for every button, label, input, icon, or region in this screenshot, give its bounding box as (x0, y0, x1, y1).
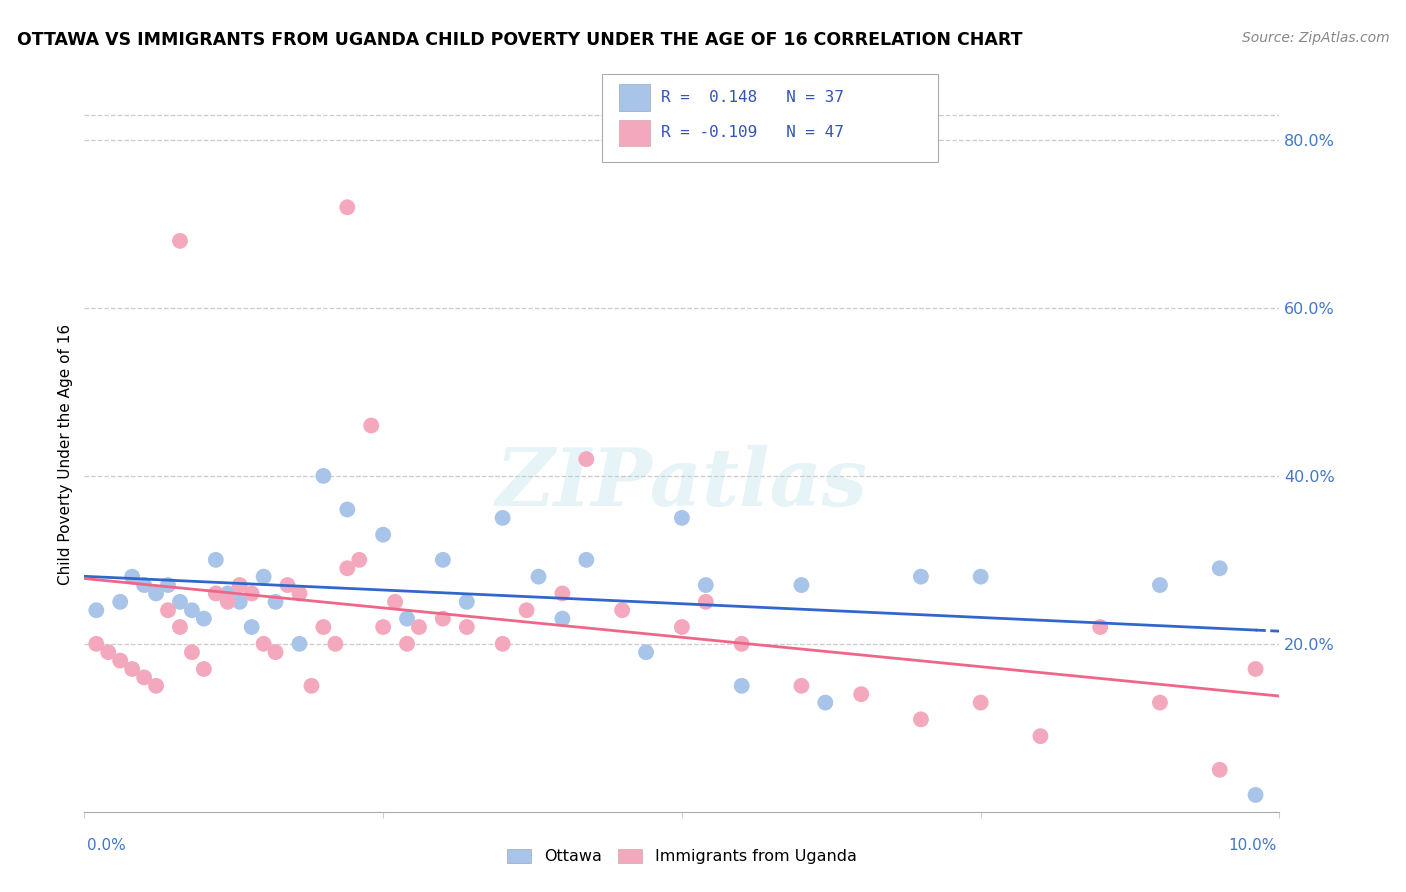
Point (193, 662, 215, 676)
Point (180, 645, 204, 659)
Point (814, 696, 837, 710)
Point (695, 578, 717, 592)
Point (551, 586, 574, 600)
Point (336, 200, 359, 214)
Point (240, 586, 263, 600)
Point (132, 670, 156, 684)
Point (336, 502, 359, 516)
Point (288, 637, 311, 651)
Y-axis label: Child Poverty Under the Age of 16: Child Poverty Under the Age of 16 (58, 325, 73, 585)
Point (610, 603, 633, 617)
Point (145, 679, 167, 693)
Point (1208, 561, 1232, 575)
Point (408, 620, 430, 634)
Point (1029, 729, 1052, 743)
Point (86, 637, 108, 651)
Point (264, 645, 287, 659)
Point (312, 469, 335, 483)
Point (384, 595, 406, 609)
Point (636, 645, 658, 659)
Point (575, 553, 598, 567)
Point (671, 620, 693, 634)
Point (157, 578, 180, 592)
Point (217, 595, 239, 609)
Point (169, 234, 191, 248)
Point (180, 603, 204, 617)
Point (264, 595, 287, 609)
Point (312, 620, 335, 634)
Point (456, 620, 478, 634)
Point (516, 603, 538, 617)
Point (1149, 696, 1171, 710)
Point (371, 527, 394, 541)
Point (551, 612, 574, 626)
Point (240, 620, 263, 634)
Point (121, 662, 143, 676)
Point (1090, 620, 1112, 634)
Point (575, 452, 598, 467)
Point (790, 679, 813, 693)
Legend: Ottawa, Immigrants from Uganda: Ottawa, Immigrants from Uganda (508, 849, 856, 864)
Point (86, 603, 108, 617)
Point (217, 586, 239, 600)
Text: Source: ZipAtlas.com: Source: ZipAtlas.com (1241, 31, 1389, 45)
Point (110, 595, 132, 609)
Text: 0.0%: 0.0% (87, 838, 127, 853)
Point (360, 418, 382, 433)
Point (910, 712, 932, 726)
Point (193, 612, 215, 626)
Point (205, 553, 228, 567)
Point (97, 645, 120, 659)
Point (157, 603, 180, 617)
Point (970, 696, 993, 710)
Point (527, 569, 550, 583)
Point (110, 654, 132, 668)
Point (228, 595, 252, 609)
Text: 10.0%: 10.0% (1229, 838, 1277, 853)
Point (396, 612, 419, 626)
Point (371, 620, 394, 634)
Point (145, 586, 167, 600)
Point (492, 637, 515, 651)
Point (253, 569, 276, 583)
Text: ZIPatlas: ZIPatlas (496, 445, 868, 522)
Point (731, 679, 754, 693)
Point (336, 561, 359, 575)
Point (301, 679, 323, 693)
Point (1149, 578, 1171, 592)
Point (205, 586, 228, 600)
Point (695, 595, 717, 609)
Point (121, 569, 143, 583)
Point (349, 553, 371, 567)
Point (849, 687, 872, 701)
Point (671, 511, 693, 525)
Point (277, 578, 299, 592)
Text: R =  0.148   N = 37: R = 0.148 N = 37 (661, 90, 844, 104)
Point (1208, 763, 1232, 777)
Point (288, 586, 311, 600)
Point (432, 553, 454, 567)
Point (910, 569, 932, 583)
Point (253, 637, 276, 651)
Point (456, 595, 478, 609)
Point (790, 578, 813, 592)
Point (169, 620, 191, 634)
Point (323, 637, 347, 651)
Point (228, 578, 252, 592)
Point (970, 569, 993, 583)
Text: R = -0.109   N = 47: R = -0.109 N = 47 (661, 126, 844, 140)
Point (132, 578, 156, 592)
Point (1244, 788, 1267, 802)
Point (1244, 662, 1267, 676)
Point (432, 612, 454, 626)
Point (396, 637, 419, 651)
Point (731, 637, 754, 651)
Point (492, 511, 515, 525)
Point (169, 595, 191, 609)
Text: OTTAWA VS IMMIGRANTS FROM UGANDA CHILD POVERTY UNDER THE AGE OF 16 CORRELATION C: OTTAWA VS IMMIGRANTS FROM UGANDA CHILD P… (17, 31, 1022, 49)
